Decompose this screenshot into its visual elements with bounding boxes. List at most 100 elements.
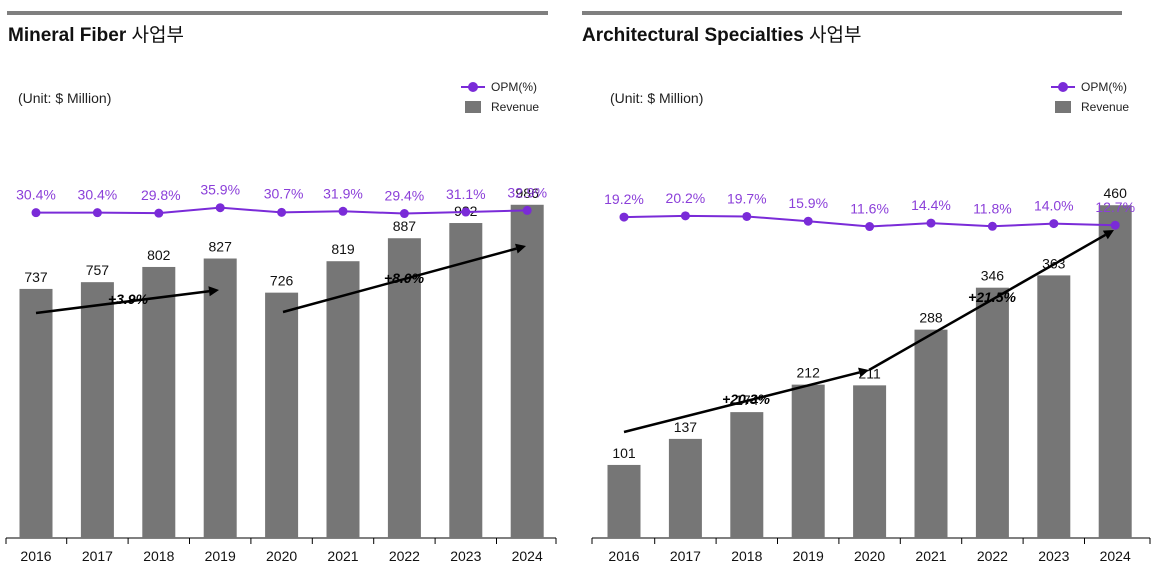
x-tick-label: 2022	[977, 548, 1008, 564]
revenue-value-label: 137	[674, 419, 698, 435]
x-tick-label: 2018	[731, 548, 762, 564]
revenue-bar	[730, 412, 764, 538]
mineral-fiber-chart: (Unit: $ Million) OPM(%) Revenue 737 2016 757…	[5, 80, 557, 564]
opm-point	[1049, 219, 1059, 229]
growth-arrow-line	[623, 371, 860, 434]
opm-value-label: 20.2%	[666, 190, 706, 206]
opm-value-label: 31.9%	[323, 185, 363, 201]
x-tick-label: 2023	[450, 548, 481, 564]
x-tick-label: 2017	[670, 548, 701, 564]
x-tick-label: 2021	[327, 548, 358, 564]
opm-point	[619, 212, 629, 222]
opm-value-label: 30.4%	[16, 187, 56, 203]
revenue-bar	[80, 282, 114, 538]
revenue-value-label: 986	[516, 185, 540, 201]
x-tick-label: 2018	[143, 548, 174, 564]
opm-value-label: 29.4%	[385, 188, 425, 204]
opm-point	[865, 222, 875, 232]
title-rule	[582, 11, 1122, 15]
mineral-fiber-panel: Mineral Fiber 사업부 (Unit: $ Million) OPM(%…	[0, 0, 560, 579]
opm-value-label: 19.2%	[604, 191, 644, 207]
growth-rate-label: +20.3%	[722, 391, 770, 407]
unit-label: (Unit: $ Million)	[18, 90, 111, 106]
opm-value-label: 19.7%	[727, 190, 767, 206]
revenue-bar	[914, 329, 948, 538]
legend-revenue-label: Revenue	[1081, 100, 1129, 114]
revenue-bar	[387, 238, 421, 538]
growth-arrow-line	[868, 233, 1106, 372]
opm-value-label: 32.9%	[507, 184, 547, 200]
x-tick-label: 2020	[854, 548, 885, 564]
growth-arrow-head	[1102, 230, 1114, 240]
revenue-bar	[1098, 205, 1132, 538]
x-tick-label: 2017	[82, 548, 113, 564]
growth-arrow-head	[858, 367, 869, 378]
revenue-value-label: 212	[797, 365, 821, 381]
growth-arrow-head	[515, 243, 526, 254]
revenue-bar	[1037, 275, 1071, 538]
x-tick-label: 2019	[205, 548, 236, 564]
x-tick-label: 2023	[1038, 548, 1069, 564]
revenue-value-label: 802	[147, 247, 171, 263]
title-rule	[7, 11, 548, 15]
revenue-bar	[668, 438, 702, 538]
opm-point	[92, 208, 102, 218]
legend-opm-label: OPM(%)	[491, 80, 537, 94]
opm-value-label: 14.0%	[1034, 198, 1074, 214]
growth-arrow-line	[35, 290, 210, 315]
chart-title: Architectural Specialties 사업부	[582, 25, 862, 46]
revenue-bar	[326, 261, 360, 538]
legend-revenue-swatch	[465, 101, 481, 113]
opm-value-label: 12.7%	[1095, 199, 1135, 215]
x-tick-label: 2024	[1100, 548, 1131, 564]
revenue-bar	[607, 464, 641, 538]
revenue-value-label: 346	[981, 268, 1005, 284]
x-tick-label: 2020	[266, 548, 297, 564]
opm-point	[338, 206, 348, 216]
architectural-specialties-chart: (Unit: $ Million) OPM(%) Revenue 101 2016 137…	[591, 80, 1151, 564]
opm-point	[803, 216, 813, 226]
legend-opm-marker	[1058, 82, 1068, 92]
x-tick-label: 2019	[793, 548, 824, 564]
revenue-bar	[142, 266, 176, 538]
x-tick-label: 2024	[512, 548, 543, 564]
opm-value-label: 31.1%	[446, 186, 486, 202]
revenue-value-label: 827	[209, 239, 233, 255]
opm-value-label: 30.7%	[264, 185, 304, 201]
revenue-bar	[19, 288, 53, 538]
revenue-value-label: 887	[393, 218, 417, 234]
opm-point	[277, 207, 287, 217]
opm-value-label: 14.4%	[911, 197, 951, 213]
opm-point	[461, 207, 471, 217]
revenue-value-label: 819	[331, 241, 355, 257]
legend-opm-label: OPM(%)	[1081, 80, 1127, 94]
revenue-bar	[510, 204, 544, 538]
opm-value-label: 15.9%	[788, 195, 828, 211]
opm-value-label: 11.8%	[973, 200, 1012, 216]
growth-rate-label: +3.9%	[108, 291, 149, 307]
x-tick-label: 2022	[389, 548, 420, 564]
legend-revenue-label: Revenue	[491, 100, 539, 114]
x-tick-label: 2016	[608, 548, 639, 564]
revenue-value-label: 460	[1104, 185, 1128, 201]
opm-point	[742, 211, 752, 221]
architectural-specialties-panel: Architectural Specialties 사업부 (Unit: $ M…	[580, 0, 1154, 579]
revenue-bar	[975, 287, 1009, 538]
opm-value-label: 11.6%	[850, 201, 889, 217]
revenue-bar	[791, 384, 825, 538]
revenue-bar	[449, 223, 483, 538]
growth-rate-label: +8.0%	[384, 270, 425, 286]
opm-value-label: 30.4%	[78, 187, 118, 203]
x-tick-label: 2021	[915, 548, 946, 564]
opm-value-label: 35.9%	[200, 182, 240, 198]
x-tick-label: 2016	[20, 548, 51, 564]
growth-arrow-head	[208, 286, 219, 297]
revenue-bar	[853, 385, 887, 538]
opm-point	[987, 221, 997, 231]
revenue-bar	[203, 258, 237, 538]
opm-value-label: 29.8%	[141, 187, 181, 203]
revenue-value-label: 101	[612, 445, 636, 461]
revenue-value-label: 288	[919, 310, 943, 326]
legend-opm-marker	[468, 82, 478, 92]
opm-point	[522, 205, 532, 215]
